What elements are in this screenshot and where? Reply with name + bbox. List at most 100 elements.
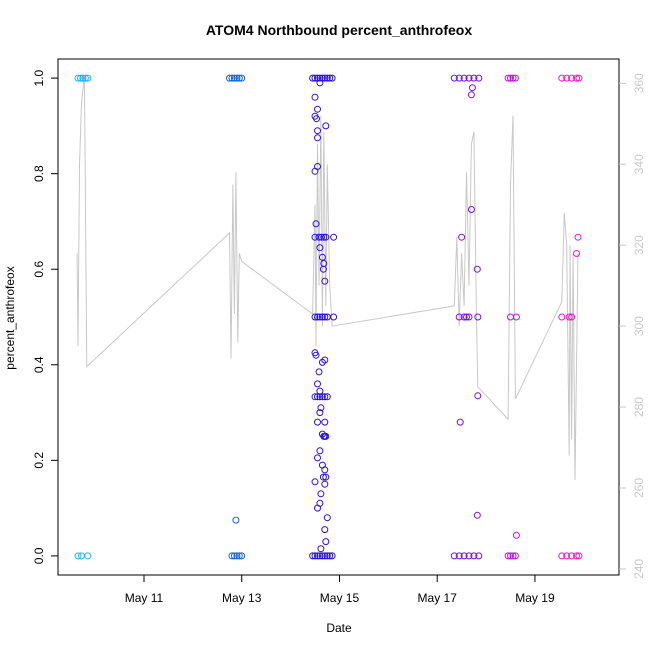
data-point (574, 233, 582, 241)
data-point (238, 552, 246, 560)
data-point (314, 552, 321, 560)
data-point (311, 393, 319, 401)
data-point (330, 313, 338, 321)
data-point (316, 409, 324, 417)
data-point (321, 313, 329, 321)
data-point (475, 74, 483, 82)
data-point (316, 74, 324, 82)
data-point (563, 552, 571, 560)
data-point (314, 393, 321, 401)
y-axis-left: 0.0 0.2 0.4 0.6 0.8 1.0 (32, 69, 58, 564)
data-point (321, 466, 329, 474)
data-point (314, 454, 321, 462)
data-point (311, 167, 319, 175)
data-point (507, 74, 514, 82)
y-tick-label: 0.4 (32, 356, 46, 373)
data-point (318, 393, 326, 401)
x-tick-label: May 11 (125, 591, 164, 605)
data-point (460, 552, 468, 560)
y2-tick-label: 240 (632, 559, 646, 579)
data-point (450, 552, 458, 560)
data-point (504, 74, 512, 82)
data-point (326, 552, 334, 560)
data-point (311, 313, 319, 321)
data-point (311, 93, 319, 101)
data-point (318, 313, 326, 321)
data-point (309, 74, 317, 82)
y-axis-label: percent_anthrofeox (3, 266, 17, 369)
data-point (317, 490, 325, 498)
data-point (317, 404, 325, 412)
data-point (230, 552, 238, 560)
data-point (235, 74, 243, 82)
data-point (558, 552, 566, 560)
data-point (467, 206, 475, 213)
data-point (314, 105, 321, 113)
data-point (558, 313, 566, 321)
data-point (314, 418, 321, 426)
data-point (322, 538, 330, 546)
y-axis-right: 240 260 280 300 320 340 360 (619, 73, 646, 579)
data-point (321, 480, 329, 488)
data-point (455, 74, 463, 82)
data-point (314, 127, 321, 135)
data-point (309, 552, 317, 560)
y2-tick-label: 320 (632, 235, 646, 255)
data-point (314, 134, 321, 142)
data-point (474, 313, 482, 321)
data-point (568, 552, 576, 560)
data-point (323, 74, 331, 82)
data-point (315, 233, 323, 241)
y2-tick-label: 280 (632, 397, 646, 417)
data-point (312, 351, 320, 359)
data-point (568, 74, 576, 82)
data-point (573, 250, 580, 257)
y-tick-label: 0.6 (32, 261, 46, 278)
data-point (235, 552, 243, 560)
data-point (465, 313, 473, 321)
data-point (313, 115, 320, 123)
y2-tick-label: 340 (632, 154, 646, 174)
data-point (565, 313, 573, 321)
data-point (470, 552, 478, 560)
data-point (474, 392, 482, 400)
y-tick-label: 0.0 (32, 547, 46, 564)
y-tick-label: 0.8 (32, 165, 46, 182)
data-point (568, 313, 576, 321)
data-point (228, 74, 236, 82)
x-tick-label: May 17 (418, 591, 458, 605)
data-point (468, 84, 476, 92)
plot-frame (57, 58, 620, 576)
data-point (458, 233, 466, 241)
data-point (473, 511, 481, 519)
data-point (504, 552, 512, 560)
data-point (456, 418, 464, 426)
data-point (455, 552, 463, 560)
data-point (467, 91, 475, 99)
data-point (316, 447, 324, 455)
y2-tick-label: 300 (632, 316, 646, 336)
x-axis-label: Date (326, 621, 352, 635)
data-point (322, 432, 330, 440)
data-point (328, 74, 336, 82)
y-tick-label: 1.0 (32, 69, 46, 86)
data-point (321, 418, 329, 426)
data-point (323, 514, 331, 522)
data-point (316, 244, 324, 252)
data-point (323, 393, 331, 401)
data-point (563, 74, 571, 82)
data-point (316, 79, 324, 87)
data-point (460, 313, 468, 321)
data-point (475, 552, 483, 560)
data-point (465, 74, 473, 82)
data-point (321, 74, 329, 82)
data-point (511, 74, 519, 82)
data-point (328, 552, 336, 560)
data-point (312, 220, 320, 228)
data-point (315, 368, 323, 376)
data-point (573, 74, 580, 82)
data-point (311, 478, 319, 486)
data-point (321, 356, 329, 364)
x-tick-label: May 19 (515, 591, 555, 605)
data-point (317, 233, 325, 241)
